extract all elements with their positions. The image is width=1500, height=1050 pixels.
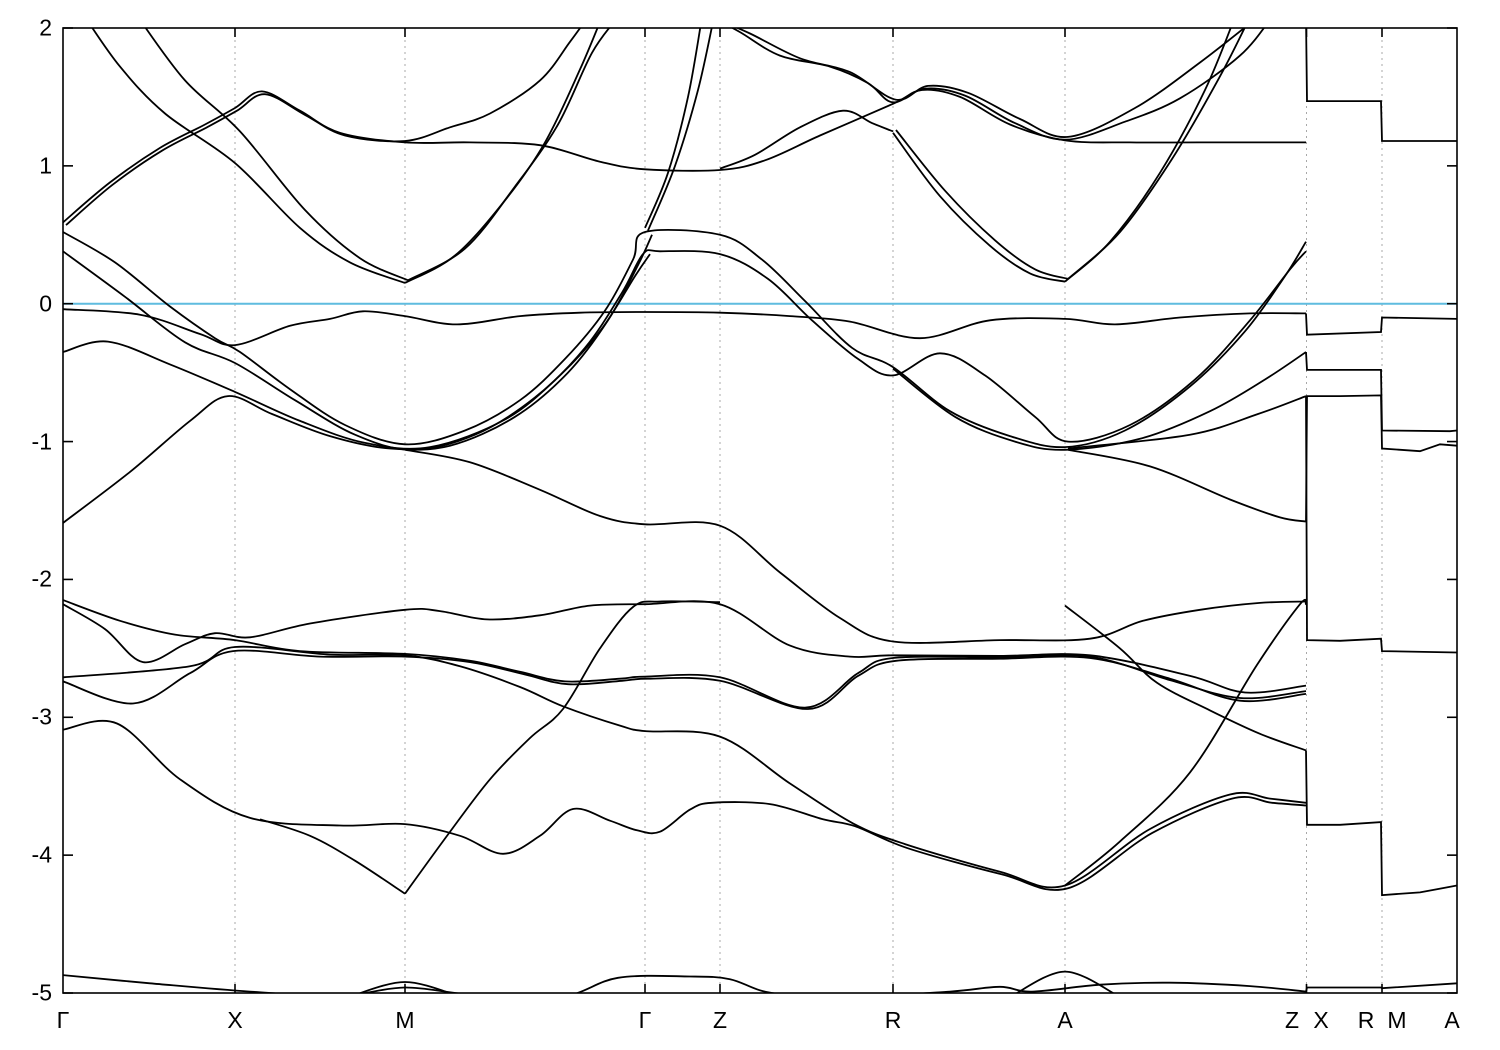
- band-band-m25-b: [63, 649, 1307, 710]
- band-R-to-A-steep-b: [895, 129, 1069, 280]
- band-band-m31-wiggle: [63, 719, 1307, 891]
- band-band-m27-to-A: [63, 645, 1307, 889]
- k-point-label-6-A: A: [1057, 1007, 1073, 1033]
- band-R-to-A-steep-a: [892, 132, 1066, 283]
- band-arc-over-Z-a: [730, 28, 1266, 141]
- k-point-label-7-Z: Z: [1284, 1007, 1300, 1033]
- band-panel-step-fermi: [1305, 313, 1457, 336]
- band-basin-exit-right-1: [892, 351, 1307, 451]
- band-band-m22: [63, 600, 1307, 694]
- band-descender-2: [63, 249, 1307, 451]
- y-tick-label--5: -5: [31, 979, 52, 1006]
- band-panel-step-long-vertical: [1305, 396, 1457, 654]
- band-A-to-Z-deep: [1067, 448, 1307, 523]
- y-tick-label-2: 2: [39, 14, 52, 41]
- y-tick-label-0: 0: [39, 290, 52, 317]
- band-M-to-Z-minus16: [404, 448, 1307, 644]
- y-tick-label--1: -1: [31, 428, 52, 455]
- band-A-hump-down: [1064, 604, 1307, 752]
- band-panel-step-top: [1305, 28, 1457, 142]
- band-bottom-band: [63, 974, 1307, 993]
- band-M-parabola: [259, 818, 406, 895]
- band-band-m25-a: [63, 599, 1307, 709]
- band-riser-G2-top-a: [644, 28, 702, 229]
- band-basin-exit-right-2: [1067, 395, 1307, 450]
- band-riser-G2-top-b: [647, 28, 713, 231]
- band-fermi-flat-band: [63, 308, 1307, 347]
- band-steep-top-left-a: [91, 28, 406, 284]
- k-point-label-2-M: M: [395, 1007, 415, 1033]
- y-tick-label-1: 1: [39, 152, 52, 179]
- k-point-label-8-X: X: [1313, 1007, 1329, 1033]
- band-descender-1: [63, 228, 1307, 449]
- band-bottom-cross-A: [1015, 970, 1115, 993]
- y-tick-label--4: -4: [31, 841, 52, 868]
- band-riser-A-to-top-b: [1067, 28, 1246, 280]
- plot-border: [62, 27, 1458, 994]
- band-R-arrival: [719, 109, 894, 170]
- band-hump-band-b: [65, 28, 582, 226]
- bands-group: [63, 28, 1457, 993]
- k-point-label-5-R: R: [884, 1007, 902, 1033]
- band-panel-step-mid2: [1305, 394, 1457, 522]
- k-point-label-1-X: X: [227, 1007, 243, 1033]
- k-point-label-4-Z: Z: [712, 1007, 728, 1033]
- band-steep-top-left-b: [144, 28, 409, 282]
- band-bottom-cross-M: [357, 981, 453, 993]
- band-riser-M-to-top-b: [407, 28, 611, 282]
- y-tick-label--3: -3: [31, 703, 52, 730]
- band-arc-over-Z-b: [735, 28, 1246, 138]
- y-tick-label--2: -2: [31, 565, 52, 592]
- k-point-label-3-Γ: Γ: [638, 1007, 652, 1033]
- k-point-label-9-R: R: [1357, 1007, 1375, 1033]
- band-hump-band-a: [63, 88, 1306, 224]
- band-M-diagonal: [404, 600, 721, 895]
- k-point-label-10-M: M: [1387, 1007, 1407, 1033]
- band-gamma-deep-riser: [63, 234, 653, 524]
- band-A-diagonal: [1064, 598, 1307, 887]
- band-panel-step-low: [1305, 750, 1457, 897]
- k-point-label-11-A: A: [1444, 1007, 1460, 1033]
- k-point-label-0-Γ: Γ: [56, 1007, 70, 1033]
